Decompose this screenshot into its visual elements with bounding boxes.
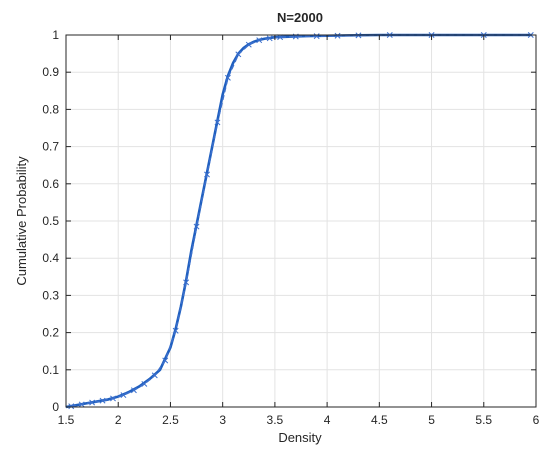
- axes-layer: 1.5 2 2.5 3 3.5 4 4.5 5 5.5 6 0 0.1 0.2 0.3 0.4 0.5 0.6 0…: [42, 28, 539, 427]
- y-tick-label: 0.2: [42, 326, 59, 340]
- data-point-mark: [334, 32, 341, 39]
- data-point-mark: [214, 119, 221, 126]
- data-point-mark: [224, 74, 231, 81]
- data-point: [78, 401, 85, 408]
- data-point: [183, 279, 190, 286]
- data-point: [256, 37, 263, 44]
- x-tick-label: 1.5: [58, 413, 75, 427]
- data-point: [313, 33, 320, 40]
- data-point: [214, 119, 221, 126]
- data-point: [89, 399, 96, 406]
- data-point-mark: [266, 35, 273, 42]
- data-point-mark: [183, 279, 190, 286]
- data-point-mark: [193, 223, 200, 230]
- x-tick-label: 3.5: [267, 413, 284, 427]
- x-tick-label: 5.5: [475, 413, 492, 427]
- data-point: [224, 74, 231, 81]
- x-tick-label: 6: [533, 413, 540, 427]
- data-point: [130, 387, 137, 394]
- y-axis-label: Cumulative Probability: [14, 156, 29, 286]
- x-tick-label: 5: [428, 413, 435, 427]
- x-tick-label: 3: [219, 413, 226, 427]
- data-point-mark: [89, 399, 96, 406]
- data-point-mark: [204, 171, 210, 178]
- data-point-mark: [78, 401, 85, 408]
- labels-layer: N=2000 Density Cumulative Probability: [14, 10, 323, 445]
- data-point: [334, 32, 341, 39]
- data-point: [110, 395, 116, 402]
- data-point: [120, 392, 127, 399]
- y-tick-label: 0.8: [42, 102, 59, 116]
- data-point-mark: [120, 392, 127, 399]
- y-tick-label: 0: [52, 400, 59, 414]
- y-tick-label: 0.4: [42, 251, 59, 265]
- data-point-mark: [151, 372, 158, 379]
- data-point: [235, 51, 242, 58]
- y-tick-label: 0.6: [42, 177, 59, 191]
- data-point-mark: [313, 33, 320, 40]
- data-point: [266, 35, 273, 42]
- data-point-mark: [245, 41, 252, 48]
- data-point: [162, 357, 169, 364]
- data-point: [99, 397, 106, 404]
- data-point: [172, 327, 179, 334]
- x-tick-label: 4.5: [371, 413, 388, 427]
- y-tick-label: 0.9: [42, 65, 59, 79]
- y-tick-label: 0.3: [42, 288, 59, 302]
- data-point-mark: [172, 327, 179, 334]
- x-tick-label: 2: [115, 413, 122, 427]
- x-tick-label: 2.5: [162, 413, 179, 427]
- x-axis-label: Density: [278, 430, 322, 445]
- data-point-mark: [110, 395, 116, 402]
- grid-layer: [65, 34, 537, 408]
- data-point: [245, 41, 252, 48]
- data-point: [204, 171, 210, 178]
- data-point-mark: [68, 403, 75, 410]
- x-tick-label: 4: [324, 413, 331, 427]
- data-point: [151, 372, 158, 379]
- data-point: [193, 223, 200, 230]
- data-point-mark: [235, 51, 242, 58]
- data-point-mark: [162, 357, 169, 364]
- y-tick-label: 0.5: [42, 214, 59, 228]
- data-point-mark: [130, 387, 137, 394]
- series-layer: [65, 32, 534, 410]
- data-point-mark: [141, 380, 148, 387]
- y-tick-label: 0.7: [42, 140, 59, 154]
- data-point: [141, 380, 148, 387]
- y-tick-label: 1: [52, 28, 59, 42]
- data-point-mark: [99, 397, 106, 404]
- chart-title: N=2000: [277, 10, 323, 25]
- data-point-mark: [256, 37, 263, 44]
- data-point: [68, 403, 75, 410]
- y-tick-label: 0.1: [42, 363, 59, 377]
